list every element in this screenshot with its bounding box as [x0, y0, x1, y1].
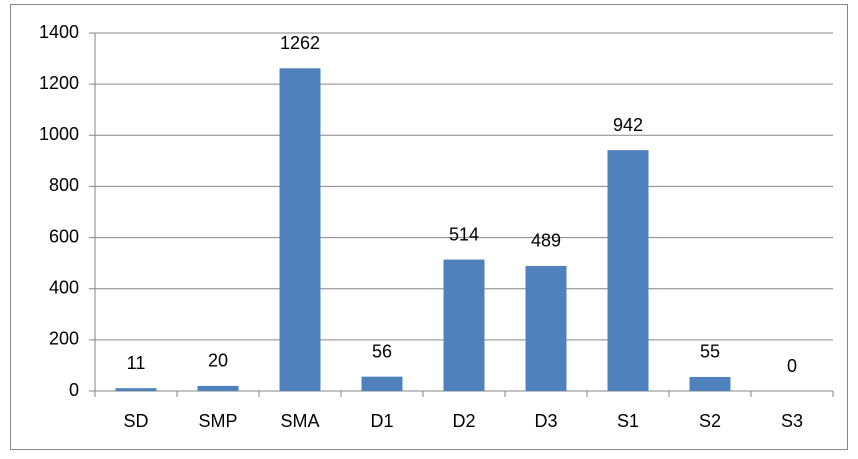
y-tick-label: 0: [69, 380, 79, 400]
data-label: 11: [127, 353, 146, 373]
bar: [525, 265, 567, 391]
data-label: 1262: [280, 33, 320, 53]
y-tick-label: 200: [49, 329, 79, 349]
x-tick-label: SMA: [280, 411, 319, 431]
y-tick-label: 800: [49, 175, 79, 195]
chart-border: [10, 4, 848, 450]
bar: [361, 376, 403, 391]
x-tick-label: S3: [781, 411, 803, 431]
data-label: 489: [531, 231, 561, 251]
data-label: 56: [372, 341, 392, 361]
y-tick-label: 1000: [39, 124, 79, 144]
data-label: 55: [700, 342, 720, 362]
data-label: 514: [449, 224, 479, 244]
y-tick-label: 600: [49, 226, 79, 246]
data-label: 20: [208, 351, 228, 371]
bar: [115, 388, 157, 391]
x-tick-label: SD: [123, 411, 148, 431]
data-label: 0: [787, 356, 797, 376]
data-label: 942: [613, 115, 643, 135]
bar: [197, 385, 239, 391]
x-tick-label: D3: [534, 411, 557, 431]
x-tick-label: S2: [699, 411, 721, 431]
x-tick-label: S1: [617, 411, 639, 431]
y-tick-label: 1400: [39, 22, 79, 42]
bar: [279, 68, 321, 391]
x-tick-label: D2: [452, 411, 475, 431]
bar: [689, 376, 731, 391]
bar: [607, 150, 649, 391]
y-tick-label: 1200: [39, 73, 79, 93]
bar: [443, 259, 485, 391]
x-tick-label: SMP: [198, 411, 237, 431]
x-tick-label: D1: [370, 411, 393, 431]
y-tick-label: 400: [49, 277, 79, 297]
